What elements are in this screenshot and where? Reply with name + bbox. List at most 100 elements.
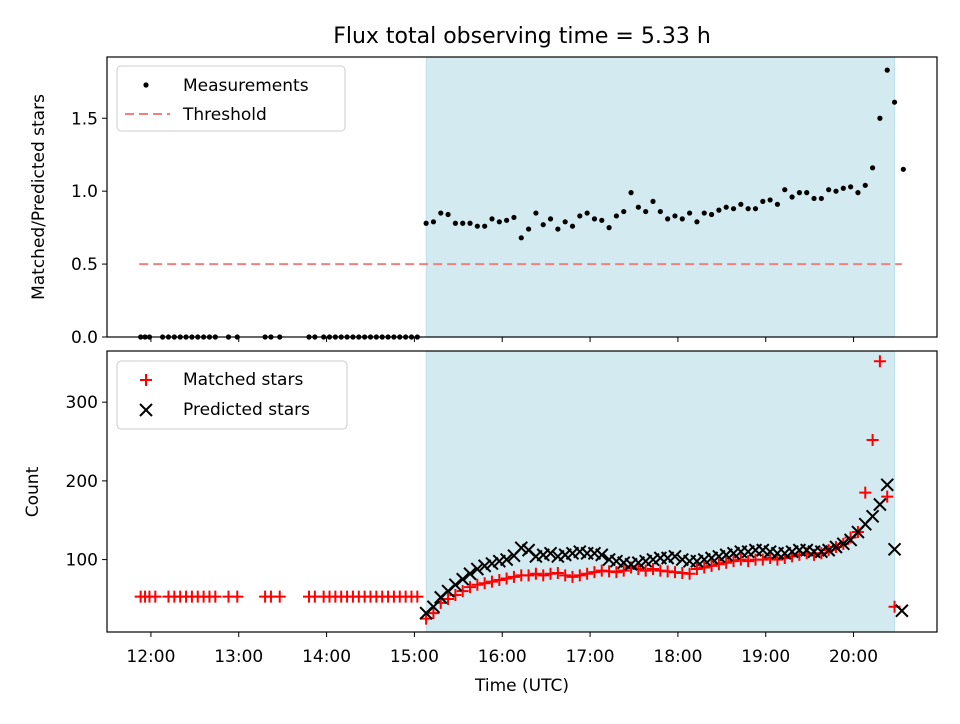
measurement-point <box>687 210 693 216</box>
measurement-point <box>862 182 868 188</box>
matched-star-point <box>720 556 733 569</box>
predicted-star-point <box>448 578 463 592</box>
matched-star-point <box>581 567 594 580</box>
measurement-point <box>774 201 781 207</box>
measurement-point <box>840 185 846 191</box>
measurement-point <box>694 219 700 225</box>
bottom-y-tick-label: 200 <box>66 472 98 492</box>
matched-star-point <box>734 553 747 566</box>
measurement-point <box>540 222 546 228</box>
measurement-point <box>569 223 576 229</box>
measurement-point <box>577 213 583 219</box>
x-tick-label: 12:00 <box>126 647 175 667</box>
matched-star-point <box>478 577 491 590</box>
bottom-y-tick-label: 100 <box>66 551 98 571</box>
matched-star-point <box>588 566 601 579</box>
matched-star-point <box>551 566 564 579</box>
measurement-point <box>738 201 744 207</box>
measurement-point <box>430 219 437 225</box>
bottom-legend-box <box>116 360 348 430</box>
measurement-point <box>730 206 737 212</box>
matched-star-point <box>881 490 894 503</box>
measurement-point <box>635 204 641 210</box>
measurement-point <box>877 115 883 121</box>
predicted-star-point <box>470 562 485 576</box>
matched-star-point <box>507 570 520 583</box>
bottom-matched-points <box>135 355 901 625</box>
measurement-point <box>628 190 634 196</box>
measurement-point <box>760 198 766 204</box>
measurement-point <box>672 213 678 219</box>
predicted-star-point <box>499 552 514 567</box>
measurement-point <box>511 214 517 221</box>
measurement-point <box>752 206 759 212</box>
matched-star-point <box>522 569 535 582</box>
matched-star-point <box>573 569 586 582</box>
measurement-point <box>489 216 495 222</box>
measurement-point <box>745 206 751 212</box>
measurement-point <box>789 194 795 200</box>
measurement-point <box>796 190 802 196</box>
top-y-tick-label: 0.0 <box>71 328 98 348</box>
matched-star-point <box>859 486 872 499</box>
matched-star-point <box>705 559 718 572</box>
predicted-star-point <box>836 537 851 551</box>
matched-star-point <box>559 569 572 582</box>
measurement-point <box>525 226 532 232</box>
matched-star-point <box>690 563 703 576</box>
measurement-point <box>643 208 649 215</box>
top-y-tick-label: 1.0 <box>71 182 98 202</box>
matched-star-point <box>639 564 652 577</box>
measurement-point <box>869 165 876 171</box>
legend-predicted-marker <box>139 403 153 417</box>
top-y-tick-label: 1.5 <box>71 109 98 129</box>
matched-star-point <box>500 572 513 585</box>
measurement-point <box>701 210 707 216</box>
predicted-star-point <box>514 541 528 555</box>
measurement-point <box>438 210 444 216</box>
measurement-point <box>452 220 458 226</box>
matched-star-point <box>698 561 711 574</box>
predicted-star-point <box>456 572 470 586</box>
top-highlight-span <box>425 56 895 338</box>
measurement-point <box>716 207 722 213</box>
measurement-point <box>833 188 839 194</box>
matched-star-point <box>149 590 162 603</box>
measurement-point <box>767 197 773 203</box>
matched-star-point <box>209 590 222 603</box>
top-y-label: Matched/Predicted stars <box>29 94 49 300</box>
measurement-point <box>518 235 524 241</box>
top-legend-box <box>116 65 346 132</box>
top-x-ticks <box>150 337 855 342</box>
top-axes-frame <box>106 56 938 338</box>
top-y-axis: 0.0 0.5 1.0 1.5 <box>71 109 107 348</box>
bottom-y-label: Count <box>23 466 43 517</box>
matched-star-point <box>742 555 755 568</box>
predicted-star-point <box>865 509 880 524</box>
x-tick-label: 19:00 <box>741 647 790 667</box>
measurement-point <box>504 217 510 223</box>
measurement-point <box>533 210 539 216</box>
measurement-point <box>496 219 502 225</box>
measurement-point <box>650 198 656 204</box>
bottom-y-tick-label: 300 <box>66 393 98 413</box>
matched-star-point <box>712 558 725 571</box>
matched-star-point <box>464 581 477 594</box>
measurement-point <box>474 223 480 229</box>
predicted-star-point <box>485 556 499 571</box>
measurement-point <box>665 216 671 222</box>
legend-matched-label: Matched stars <box>183 370 303 390</box>
measurement-point <box>599 217 605 223</box>
matched-star-point <box>566 570 579 583</box>
measurement-point <box>584 210 590 216</box>
matched-star-point <box>231 590 244 603</box>
measurement-point <box>423 220 429 226</box>
predicted-star-point <box>887 542 902 557</box>
top-legend: Measurements Threshold <box>116 65 346 132</box>
measurement-point <box>562 219 568 225</box>
legend-predicted-label: Predicted stars <box>183 400 310 420</box>
matched-star-point <box>537 569 550 582</box>
predicted-star-point <box>477 559 492 573</box>
bottom-y-axis: 100 200 300 <box>66 393 107 571</box>
